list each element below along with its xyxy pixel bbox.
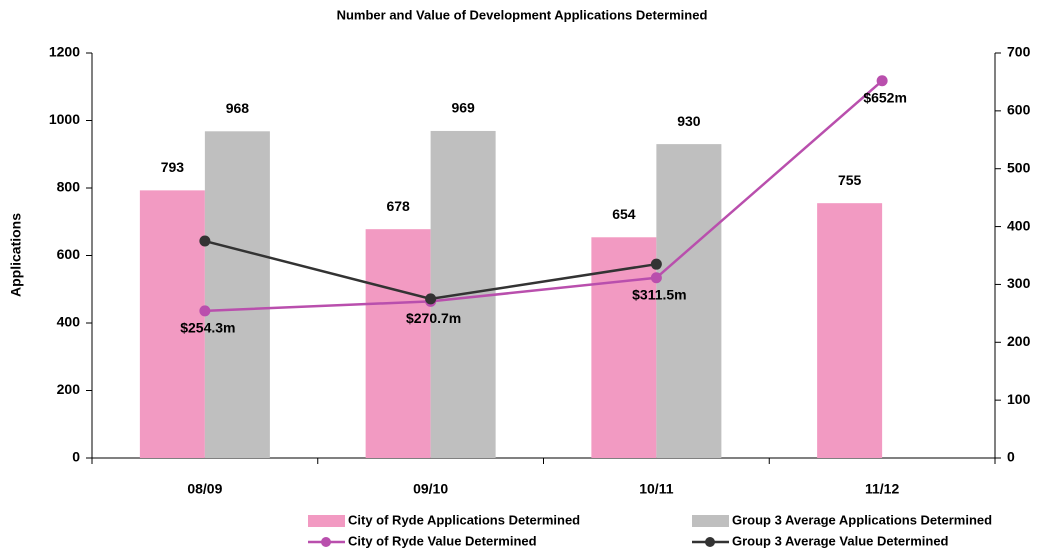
bar bbox=[591, 237, 657, 458]
bar-label: 930 bbox=[677, 113, 701, 129]
line-marker bbox=[425, 293, 437, 305]
legend-label: Group 3 Average Value Determined bbox=[732, 533, 949, 548]
bar-label: 678 bbox=[386, 198, 410, 214]
y-tick-label: 1000 bbox=[49, 111, 80, 127]
legend-label: City of Ryde Applications Determined bbox=[348, 512, 580, 527]
y-tick-label: 600 bbox=[57, 246, 81, 262]
x-tick-label: 11/12 bbox=[865, 481, 899, 497]
y-tick-label: 200 bbox=[57, 381, 81, 397]
y2-tick-label: 400 bbox=[1007, 217, 1031, 233]
y2-tick-label: 700 bbox=[1007, 44, 1031, 60]
x-tick-label: 09/10 bbox=[413, 481, 448, 497]
y2-tick-label: 600 bbox=[1007, 102, 1031, 118]
line-marker bbox=[650, 272, 662, 284]
y-tick-label: 400 bbox=[57, 314, 81, 330]
legend-swatch bbox=[321, 537, 331, 547]
bar bbox=[656, 144, 722, 458]
y2-tick-label: 0 bbox=[1007, 449, 1015, 465]
data-label: $311.5m bbox=[632, 286, 687, 302]
y-tick-label: 1200 bbox=[49, 44, 80, 60]
line-marker bbox=[199, 235, 211, 247]
bar-label: 968 bbox=[226, 100, 250, 116]
y2-tick-label: 500 bbox=[1007, 159, 1031, 175]
y2-tick-label: 200 bbox=[1007, 333, 1031, 349]
bar bbox=[365, 229, 431, 458]
bar bbox=[204, 131, 270, 459]
bar-label: 969 bbox=[451, 100, 475, 116]
legend-swatch bbox=[308, 515, 345, 527]
legend-label: City of Ryde Value Determined bbox=[348, 533, 537, 548]
y-axis-label: Applications bbox=[8, 213, 24, 297]
x-tick-label: 10/11 bbox=[639, 481, 673, 497]
bar-label: 654 bbox=[612, 206, 636, 222]
y-tick-label: 800 bbox=[57, 179, 81, 195]
line-marker bbox=[199, 305, 211, 317]
bar-label: 793 bbox=[161, 159, 185, 175]
bar bbox=[139, 190, 205, 459]
y-tick-label: 0 bbox=[72, 449, 80, 465]
y2-tick-label: 300 bbox=[1007, 275, 1031, 291]
legend-swatch bbox=[705, 537, 715, 547]
data-label: $254.3m bbox=[180, 320, 235, 336]
chart-title: Number and Value of Development Applicat… bbox=[337, 7, 708, 22]
bar bbox=[817, 203, 883, 458]
y2-tick-label: 100 bbox=[1007, 391, 1031, 407]
line-marker bbox=[650, 258, 662, 270]
line-marker bbox=[876, 75, 888, 87]
legend-label: Group 3 Average Applications Determined bbox=[732, 512, 992, 527]
x-tick-label: 08/09 bbox=[187, 481, 222, 497]
data-label: $270.7m bbox=[406, 310, 461, 326]
line bbox=[204, 79, 883, 313]
legend-swatch bbox=[692, 515, 729, 527]
data-label: $652m bbox=[863, 89, 907, 105]
bar-label: 755 bbox=[838, 172, 862, 188]
